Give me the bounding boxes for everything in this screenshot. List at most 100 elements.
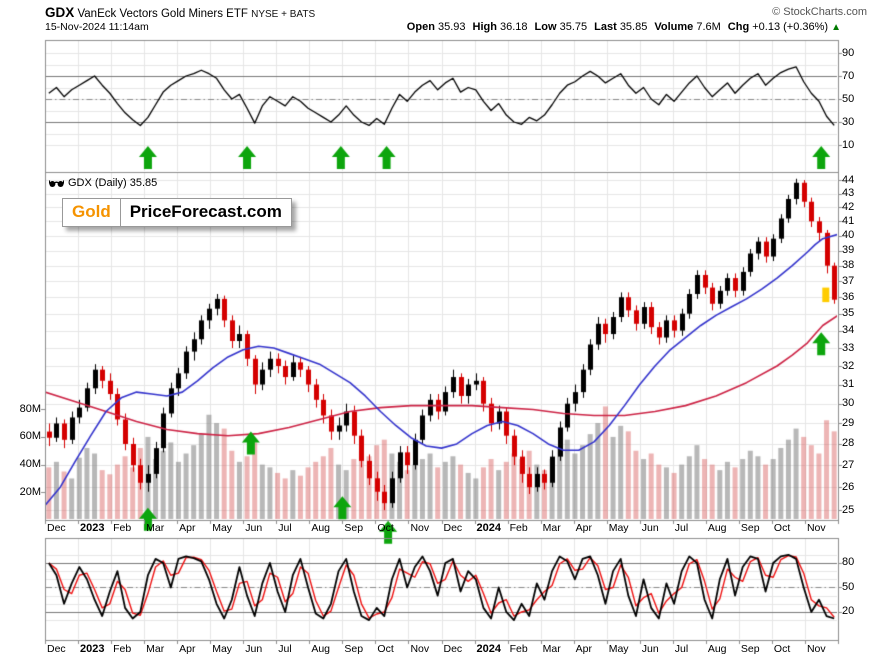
volume-axis-label: 40M [19, 458, 41, 471]
month-axis-label: Sep [740, 522, 760, 534]
stoch-axis-label: 80 [842, 556, 855, 569]
price-axis-label: 36 [842, 290, 855, 303]
quote-field-label: Open [406, 21, 438, 33]
month-axis-label: Apr [575, 643, 592, 655]
month-axis-label: Mar [146, 522, 165, 534]
quote-field-value: 7.6M [696, 21, 721, 33]
month-axis-label: Apr [575, 522, 592, 534]
price-axis-label: 27 [842, 458, 855, 471]
main-panel-label-text: GDX (Daily) 35.85 [68, 177, 158, 189]
month-axis-label: 2023 [80, 643, 105, 655]
month-axis-label: Dec [443, 522, 463, 534]
month-axis-label: Aug [311, 522, 331, 534]
price-axis-label: 40 [842, 229, 855, 242]
month-axis-label: Aug [707, 643, 727, 655]
price-axis-label: 37 [842, 274, 855, 287]
month-axis-label: May [212, 522, 233, 534]
quote-field-label: Low [534, 21, 560, 33]
price-axis-label: 38 [842, 259, 855, 272]
eyeglasses-icon [49, 180, 64, 187]
month-axis-label: Jul [278, 643, 292, 655]
month-axis-label: Jul [278, 522, 292, 534]
rsi-axis-label: 10 [842, 138, 855, 151]
chart-datetime: 15-Nov-2024 11:14am [45, 21, 149, 33]
month-axis-label: Feb [113, 643, 132, 655]
price-axis-label: 44 [842, 173, 855, 186]
month-axis-label: Dec [443, 643, 463, 655]
watermark-site-label: PriceForecast.com [119, 198, 292, 227]
price-axis-label: 31 [842, 378, 855, 391]
price-axis-label: 39 [842, 244, 855, 256]
price-axis-label: 35 [842, 307, 855, 320]
company-name: VanEck Vectors Gold Miners ETF [77, 8, 248, 20]
quote-field-label: Volume [654, 21, 697, 33]
quote-field-label: High [472, 21, 500, 33]
month-axis-label: Jul [674, 522, 689, 534]
volume-axis-label: 60M [19, 430, 41, 443]
month-axis-label: Sep [740, 643, 760, 655]
main-panel-label: GDX (Daily) 35.85 [49, 177, 157, 189]
price-axis-label: 34 [842, 324, 855, 337]
stoch-axis-label: 20 [842, 605, 855, 618]
month-axis-label: Apr [179, 643, 196, 655]
price-axis-label: 29 [842, 416, 855, 429]
month-axis-label: Mar [146, 643, 165, 655]
month-axis-label: Oct [377, 522, 394, 534]
month-axis-label: May [608, 643, 629, 655]
ticker-symbol: GDX [45, 5, 75, 20]
month-axis-label: Oct [773, 522, 791, 534]
price-axis-label: 32 [842, 359, 855, 372]
month-axis-label: Oct [773, 643, 791, 655]
price-axis-label: 28 [842, 437, 855, 450]
volume-axis-label: 80M [19, 402, 41, 415]
month-axis-label: 2024 [476, 522, 502, 534]
goldpriceforecast-watermark: Gold PriceForecast.com [62, 198, 292, 227]
rsi-axis-label: 70 [842, 69, 855, 82]
header-line-1: GDX VanEck Vectors Gold Miners ETF NYSE … [45, 5, 315, 20]
quote-field-value: 35.85 [619, 21, 648, 33]
month-axis-label: Mar [542, 522, 561, 534]
stockcharts-copyright: © StockCharts.com [772, 6, 867, 18]
month-axis-label: Feb [509, 522, 528, 534]
month-axis-label: Mar [542, 643, 561, 655]
stoch-axis-label: 50 [842, 580, 855, 593]
price-axis-label: 25 [842, 503, 855, 516]
price-axis-label: 30 [842, 397, 855, 410]
rsi-axis-label: 30 [842, 115, 855, 128]
rsi-axis-label: 90 [842, 46, 855, 59]
month-axis-label: Nov [806, 643, 826, 655]
month-axis-label: 2024 [476, 643, 502, 655]
month-axis-label: Nov [410, 643, 430, 655]
month-axis-label: Jun [641, 643, 659, 655]
quote-field-value: 35.93 [437, 21, 466, 33]
month-axis-label: Dec [47, 522, 66, 534]
price-axis-label: 42 [842, 200, 855, 213]
quote-field-label: Chg [727, 21, 753, 33]
month-axis-label: Jun [245, 522, 263, 534]
month-axis-label: Jul [674, 643, 689, 655]
price-axis-label: 26 [842, 480, 855, 493]
quote-field-value: 36.18 [500, 21, 528, 33]
month-axis-label: Nov [806, 522, 826, 534]
quote-field-value: 35.75 [559, 21, 588, 33]
month-axis-label: Aug [311, 643, 331, 655]
month-axis-label: Oct [377, 643, 394, 655]
price-axis-label: 41 [842, 214, 855, 227]
month-axis-label: May [608, 522, 629, 534]
price-axis-label: 43 [842, 187, 855, 199]
volume-axis-label: 20M [19, 485, 41, 498]
month-axis-label: Jun [641, 522, 659, 534]
quote-field-label: Last [594, 21, 620, 33]
month-axis-label: Jun [245, 643, 263, 655]
month-axis-label: May [212, 643, 233, 655]
month-axis-label: Aug [707, 522, 727, 534]
month-axis-label: 2023 [80, 522, 105, 534]
change-up-triangle-icon: ▲ [831, 22, 841, 33]
quote-field-value: +0.13 (+0.36%) [752, 21, 829, 33]
month-axis-label: Feb [509, 643, 528, 655]
rsi-axis-label: 50 [842, 92, 855, 105]
month-axis-label: Sep [344, 522, 364, 534]
month-axis-label: Feb [113, 522, 132, 534]
